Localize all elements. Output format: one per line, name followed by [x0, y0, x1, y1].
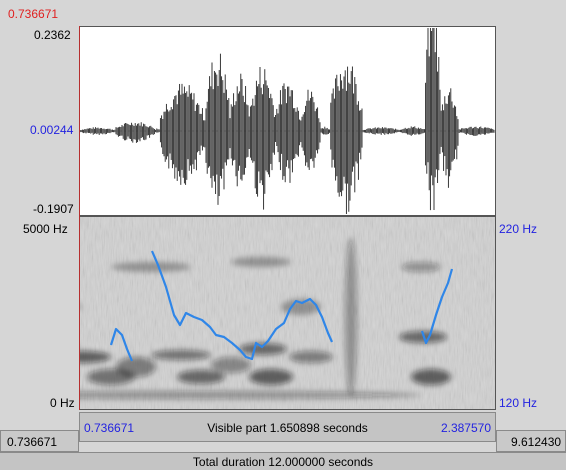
spectrogram-svg — [80, 217, 495, 409]
spectrogram-energy — [151, 350, 211, 360]
spectrogram-energy — [289, 351, 333, 363]
pitch-track-segment — [150, 250, 334, 361]
spectrogram-energy — [411, 369, 451, 385]
spectrogram-energy — [211, 357, 251, 373]
file-start-label: 0.736671 — [7, 435, 58, 449]
visible-end-label: 2.387570 — [440, 421, 491, 435]
file-end-label: 9.612430 — [511, 435, 562, 449]
spectrogram-min-label: 0 Hz — [50, 396, 75, 410]
waveform-mid-label: 0.00244 — [30, 123, 74, 137]
visible-part-bar[interactable]: 0.736671 Visible part 1.650898 seconds 2… — [79, 412, 496, 442]
waveform-max-label: 0.2362 — [34, 28, 71, 42]
spectrogram-panel[interactable] — [79, 216, 496, 410]
spectrogram-energy — [401, 262, 441, 272]
cursor-line — [79, 26, 80, 410]
spectrogram-energy — [239, 343, 287, 355]
spectrogram-energy — [80, 351, 111, 363]
waveform-panel[interactable] — [79, 26, 496, 216]
visible-duration-label: Visible part 1.650898 seconds — [207, 421, 368, 435]
spectrogram-energy — [80, 391, 421, 399]
spectrogram-energy — [80, 304, 81, 310]
spectrogram-energy — [116, 357, 156, 377]
spectrogram-energy — [111, 262, 191, 272]
file-start-cell[interactable]: 0.736671 — [0, 430, 79, 452]
total-duration-bar[interactable]: Total duration 12.000000 seconds — [0, 452, 566, 470]
total-duration-label: Total duration 12.000000 seconds — [192, 455, 374, 469]
pitch-track — [109, 327, 134, 362]
file-end-cell[interactable]: 9.612430 — [496, 430, 566, 452]
waveform-svg — [79, 28, 495, 214]
spectrogram-energy — [177, 370, 225, 384]
spectrogram-energy — [249, 369, 293, 385]
spectrogram-energy — [231, 257, 291, 267]
pitch-min-label: 120 Hz — [499, 396, 538, 410]
visible-start-label: 0.736671 — [84, 421, 135, 435]
spectrogram-max-label: 5000 Hz — [23, 222, 68, 236]
waveform-min-label: -0.1907 — [33, 202, 74, 216]
spectrogram-energy — [281, 299, 321, 315]
pitch-track-segment — [420, 268, 454, 345]
cursor-time-label: 0.736671 — [8, 7, 59, 21]
pitch-max-label: 220 Hz — [499, 222, 538, 236]
spectrogram-energy — [345, 237, 357, 397]
